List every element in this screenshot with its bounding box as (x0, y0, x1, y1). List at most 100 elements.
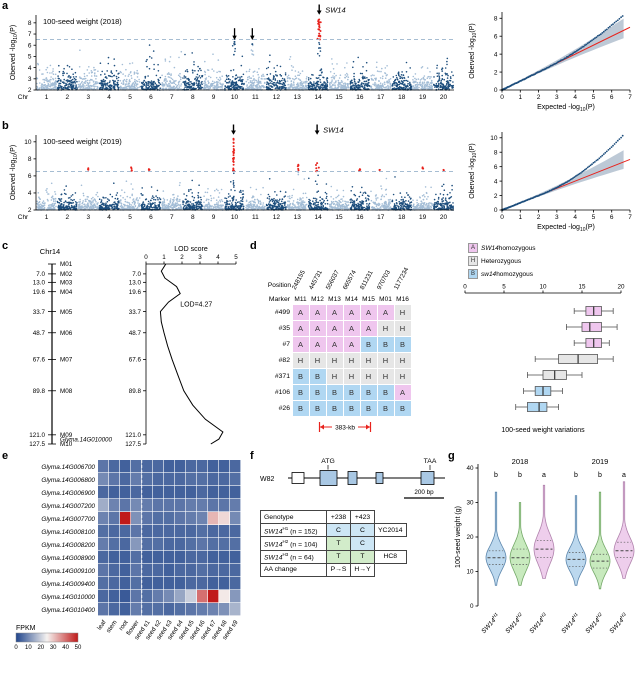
svg-text:2: 2 (537, 94, 541, 101)
heatmap-cell (186, 538, 197, 551)
heatmap-cell (153, 460, 164, 473)
heatmap-cell (175, 538, 186, 551)
genotype-row: #499 A A A A A A H (258, 304, 418, 320)
genotype-cell: H (326, 352, 343, 368)
chromosome-points (56, 64, 78, 91)
genotype-cell: A (343, 304, 360, 320)
y-axis-label: Oberved -log10(P) (469, 143, 478, 198)
haplotype-header: +238 (326, 510, 351, 524)
heatmap-cell (186, 512, 197, 525)
haplotype-name: SW14H1 (n = 152) (260, 522, 327, 538)
marker-row: Marker M11 M12 M13 M14 M15 M01 M16 (258, 295, 418, 304)
svg-text:1: 1 (45, 94, 49, 101)
genotype-cell: A (326, 336, 343, 352)
position-value: 248155 (290, 269, 307, 291)
heatmap-cell (164, 551, 175, 564)
genotype-cell: B (360, 384, 377, 400)
genotype-cell: B (292, 400, 309, 416)
aa-change-label: AA change (260, 562, 327, 577)
svg-text:3: 3 (28, 76, 32, 83)
legend-swatch: B (468, 269, 478, 279)
heatmap-cell (164, 473, 175, 486)
sig-letter: b (574, 472, 578, 479)
boxplot-caption: 100-seed weight variations (501, 427, 585, 434)
y-axis-label: 100-seed weight (g) (455, 506, 462, 568)
heatmap-cell (142, 564, 153, 577)
svg-text:6: 6 (149, 94, 153, 101)
chr14-label: Chr14 (40, 247, 60, 256)
genotype-cell: B (394, 336, 411, 352)
genotype-cell: H (377, 320, 394, 336)
heatmap-cell (175, 603, 186, 616)
chromosome-points (77, 184, 99, 211)
x-axis-label: Expected -log10(P) (537, 224, 595, 233)
heatmap-cell (208, 486, 219, 499)
heatmap-cell (98, 590, 109, 603)
chromosome-points (182, 52, 204, 91)
heatmap-cell (164, 590, 175, 603)
heatmap-cell (120, 525, 131, 538)
heatmap-cell (208, 473, 219, 486)
genotype-row: #35 A A A A A H H (258, 320, 418, 336)
chromosome-points (412, 66, 434, 91)
chromosome-points (203, 188, 224, 211)
heatmap-cell (219, 603, 230, 616)
confidence-band (502, 150, 624, 210)
chromosome-points (307, 68, 329, 91)
exon-box (347, 471, 358, 485)
genotype-cell: A (309, 304, 326, 320)
gene-name: Glyma.14G009100 (41, 568, 95, 575)
heatmap-cell (219, 538, 230, 551)
heatmap-cell (120, 512, 131, 525)
svg-text:7: 7 (628, 94, 632, 101)
chromosome-points (35, 62, 57, 91)
heatmap-cell (120, 473, 131, 486)
panel-label-f: f (250, 450, 254, 462)
heatmap-cell (131, 525, 142, 538)
heatmap-cell (109, 603, 120, 616)
svg-text:3: 3 (555, 94, 559, 101)
genotype-x-label: SW14H3 (607, 611, 629, 635)
violin (509, 502, 531, 586)
heatmap-cell (109, 564, 120, 577)
heatmap-cell (164, 512, 175, 525)
interval-size-label: 383-kb (335, 424, 355, 431)
heatmap-cell (109, 473, 120, 486)
genotype-cell: H (360, 368, 377, 384)
haplotype-table: Genotype +238 +423 SW14H1 (n = 152) C C YC2014… (260, 510, 407, 577)
candidate-gene-label: Glyma.14G010000 (60, 437, 112, 444)
chromosome-points (433, 183, 455, 211)
chromosome-points (140, 44, 162, 91)
chromosome-points (370, 61, 392, 91)
heatmap-cell (175, 525, 186, 538)
heatmap-cell (175, 551, 186, 564)
genotype-table: Position 248155 445731 556037 665574 811231 97… (258, 242, 418, 441)
accession-label: W82 (260, 476, 275, 483)
legend-swatch: H (468, 256, 478, 266)
svg-text:19: 19 (419, 94, 427, 101)
heatmap-cell (186, 590, 197, 603)
heatmap-cell (131, 590, 142, 603)
gene-name: Glyma.14G009400 (41, 581, 95, 588)
heatmap-cell (208, 460, 219, 473)
heatmap-cell (164, 460, 175, 473)
colorbar (15, 632, 79, 643)
heatmap-cell (142, 525, 153, 538)
heatmap-cell (164, 603, 175, 616)
svg-text:4: 4 (573, 94, 577, 101)
heatmap-cell (230, 603, 241, 616)
genotype-cell: B (343, 400, 360, 416)
svg-text:20: 20 (440, 94, 448, 101)
svg-text:6: 6 (494, 33, 498, 40)
position-value: 556037 (324, 269, 341, 291)
heatmap-cell (153, 538, 164, 551)
chromosome-points (245, 186, 266, 211)
genotype-cell: A (292, 320, 309, 336)
heatmap-cell (219, 512, 230, 525)
gene-name: Glyma.14G008100 (41, 529, 95, 536)
heatmap-cell (131, 473, 142, 486)
svg-text:17: 17 (377, 94, 385, 101)
heatmap-cell (186, 551, 197, 564)
line-id: #106 (274, 388, 290, 396)
